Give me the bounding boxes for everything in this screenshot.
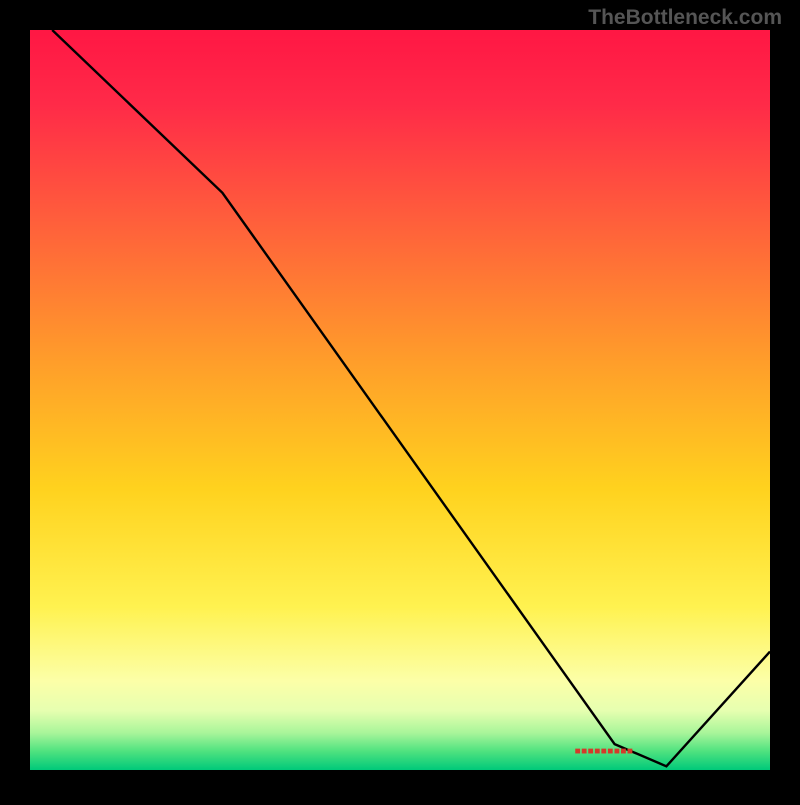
plot-area xyxy=(30,30,770,770)
watermark-label: TheBottleneck.com xyxy=(588,6,782,30)
chart-canvas xyxy=(0,0,800,800)
minimum-marker-label: ■■■■■■■■■ xyxy=(575,746,634,757)
